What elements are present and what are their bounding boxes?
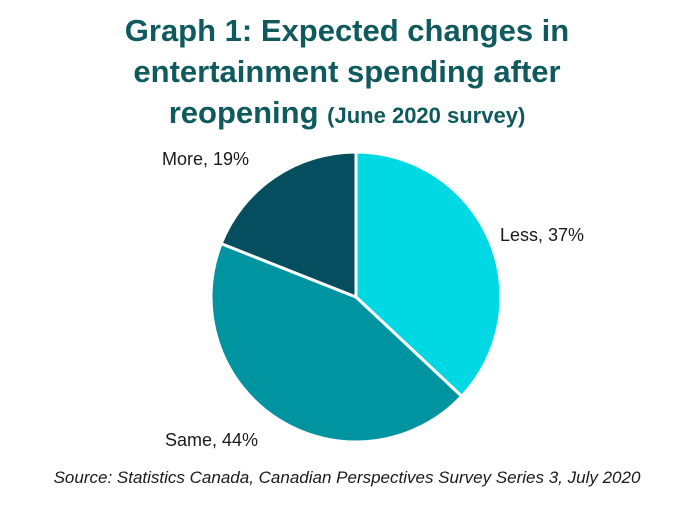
chart-title: Graph 1: Expected changes in entertainme… <box>0 10 694 136</box>
chart-title-line-3: reopening (June 2020 survey) <box>0 92 694 136</box>
chart-title-main: reopening <box>168 95 319 130</box>
pie-slice-more <box>219 150 358 299</box>
chart-subtitle: (June 2020 survey) <box>327 103 526 128</box>
chart-title-line-2: entertainment spending after <box>133 54 561 89</box>
slice-label-less: Less, 37% <box>500 225 584 245</box>
slice-label-same: Same, 44% <box>165 430 258 450</box>
source-note: Source: Statistics Canada, Canadian Pers… <box>53 468 641 487</box>
pie-slice-less <box>354 150 503 398</box>
pie-slice-same <box>209 242 464 444</box>
chart-title-line-1: Graph 1: Expected changes in <box>124 13 570 48</box>
slice-label-more: More, 19% <box>162 149 249 169</box>
